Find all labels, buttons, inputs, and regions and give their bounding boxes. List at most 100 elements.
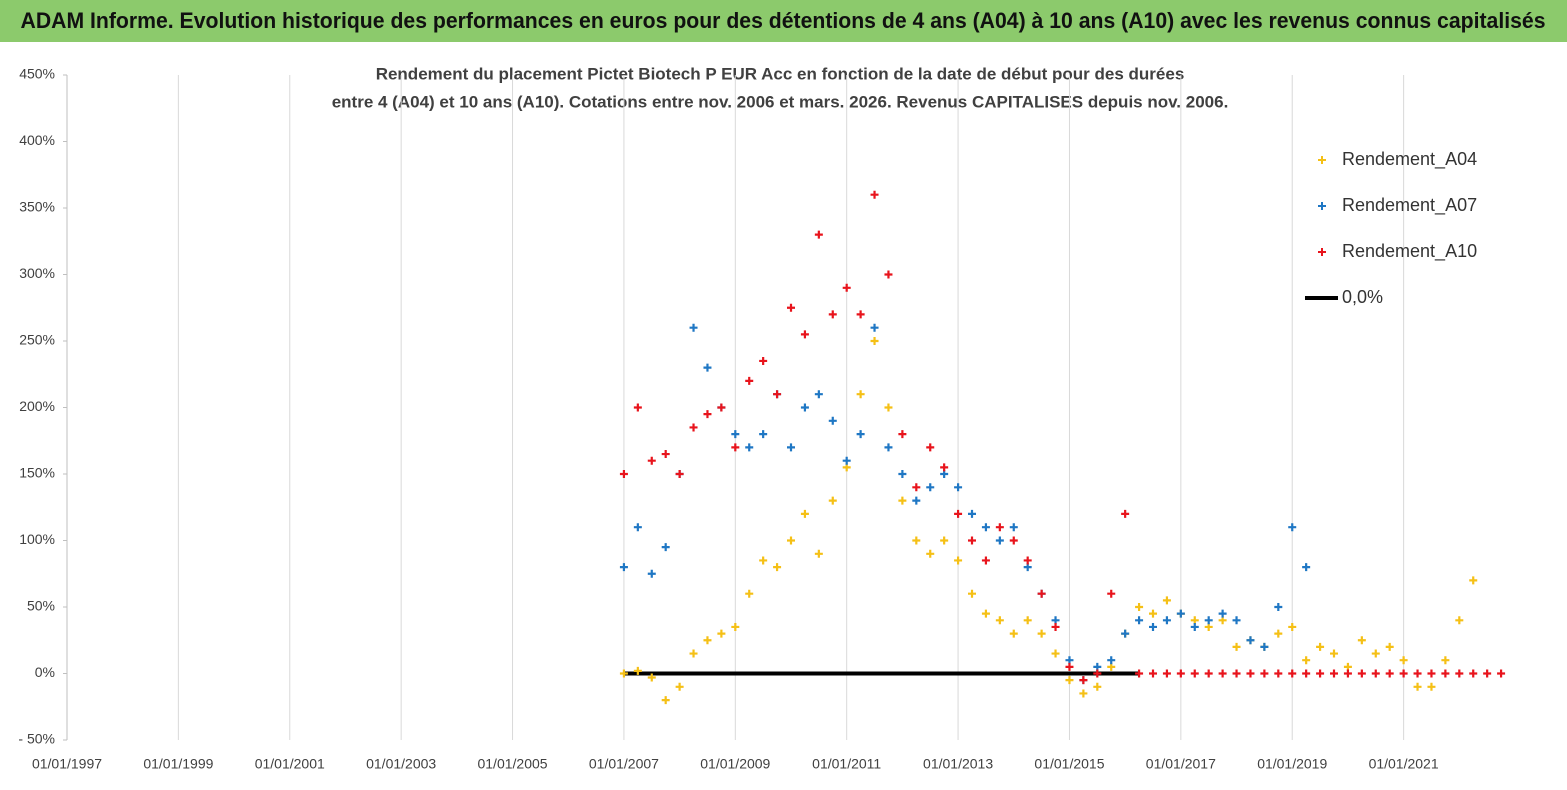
- point: [1107, 589, 1116, 598]
- point: [828, 416, 837, 425]
- point: [1246, 636, 1255, 645]
- x-tick-label: 01/01/2003: [366, 756, 436, 772]
- point: [1413, 682, 1422, 691]
- legend-label: Rendement_A04: [1342, 149, 1477, 170]
- point: [1274, 669, 1283, 678]
- point: [926, 483, 935, 492]
- y-tick-label: 250%: [19, 332, 55, 348]
- point: [1413, 669, 1422, 678]
- point: [1204, 669, 1213, 678]
- point: [1455, 669, 1464, 678]
- point: [842, 456, 851, 465]
- y-tick-label: 150%: [19, 465, 55, 481]
- x-tick-label: 01/01/2017: [1146, 756, 1216, 772]
- x-tick-label: 01/01/2013: [923, 756, 993, 772]
- point: [1009, 536, 1018, 545]
- legend-marker: [1318, 202, 1326, 210]
- point: [814, 549, 823, 558]
- point: [1399, 656, 1408, 665]
- point: [981, 523, 990, 532]
- point: [981, 609, 990, 618]
- point: [689, 423, 698, 432]
- point: [1009, 629, 1018, 638]
- y-tick-label: 100%: [19, 531, 55, 547]
- x-tick-label: 01/01/2021: [1369, 756, 1439, 772]
- point: [689, 323, 698, 332]
- point: [1135, 669, 1144, 678]
- x-tick-label: 01/01/2005: [477, 756, 547, 772]
- point: [1288, 669, 1297, 678]
- point: [1441, 669, 1450, 678]
- point: [633, 403, 642, 412]
- point: [787, 536, 795, 545]
- point: [981, 556, 990, 565]
- point: [856, 390, 865, 399]
- point: [912, 483, 921, 492]
- legend-label: Rendement_A07: [1342, 195, 1477, 216]
- point: [1385, 642, 1394, 651]
- point: [1037, 629, 1046, 638]
- point: [689, 649, 698, 658]
- point: [619, 669, 628, 678]
- point: [731, 430, 740, 439]
- legend-marker: [1318, 248, 1326, 256]
- x-tick-label: 01/01/1997: [32, 756, 102, 772]
- point: [1107, 656, 1116, 665]
- point: [773, 390, 782, 399]
- chart-title: Rendement du placement Pictet Biotech P …: [376, 64, 1185, 83]
- point: [1260, 669, 1269, 678]
- point: [1218, 609, 1227, 618]
- point: [745, 443, 754, 452]
- point: [1121, 509, 1130, 518]
- point: [828, 310, 837, 319]
- point: [773, 563, 782, 572]
- point: [1316, 642, 1325, 651]
- point: [1176, 669, 1185, 678]
- point: [954, 483, 963, 492]
- point: [1218, 669, 1227, 678]
- x-tick-label: 01/01/2019: [1257, 756, 1327, 772]
- y-tick-label: 400%: [19, 132, 55, 148]
- point: [1023, 616, 1032, 625]
- point: [703, 363, 712, 372]
- point: [1190, 669, 1199, 678]
- point: [1093, 682, 1102, 691]
- point: [1135, 616, 1144, 625]
- point: [787, 443, 795, 452]
- point: [1079, 676, 1088, 685]
- point: [1121, 629, 1130, 638]
- point: [1385, 669, 1394, 678]
- point: [1343, 669, 1352, 678]
- y-tick-label: 200%: [19, 398, 55, 414]
- point: [1162, 616, 1171, 625]
- point: [1288, 523, 1297, 532]
- point: [884, 443, 893, 452]
- point: [828, 496, 837, 505]
- point: [745, 376, 754, 385]
- point: [814, 390, 823, 399]
- point: [940, 463, 949, 472]
- point: [1135, 603, 1144, 611]
- point: [1149, 669, 1157, 678]
- point: [731, 443, 740, 452]
- point: [1497, 669, 1506, 678]
- point: [1232, 669, 1241, 678]
- point: [1469, 669, 1478, 678]
- point: [940, 536, 949, 545]
- point: [1149, 622, 1157, 631]
- point: [1274, 603, 1283, 611]
- point: [1162, 596, 1171, 605]
- point: [884, 403, 893, 412]
- point: [1232, 616, 1241, 625]
- point: [1079, 689, 1088, 698]
- point: [995, 523, 1004, 532]
- point: [1316, 669, 1325, 678]
- x-tick-label: 01/01/2015: [1034, 756, 1104, 772]
- chart-title: entre 4 (A04) et 10 ans (A10). Cotations…: [332, 92, 1229, 111]
- point: [759, 356, 768, 365]
- y-tick-label: 350%: [19, 199, 55, 215]
- point: [759, 430, 768, 439]
- point: [1357, 636, 1366, 645]
- point: [1093, 669, 1102, 678]
- point: [870, 323, 879, 332]
